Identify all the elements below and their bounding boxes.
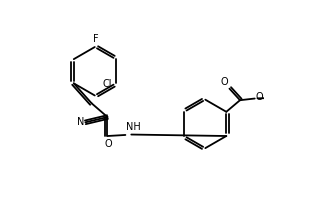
Text: O: O [104,139,112,149]
Text: N: N [77,117,84,127]
Text: F: F [93,34,99,44]
Text: NH: NH [126,123,141,132]
Text: O: O [255,92,263,102]
Text: Cl: Cl [102,80,112,89]
Text: O: O [220,77,228,87]
